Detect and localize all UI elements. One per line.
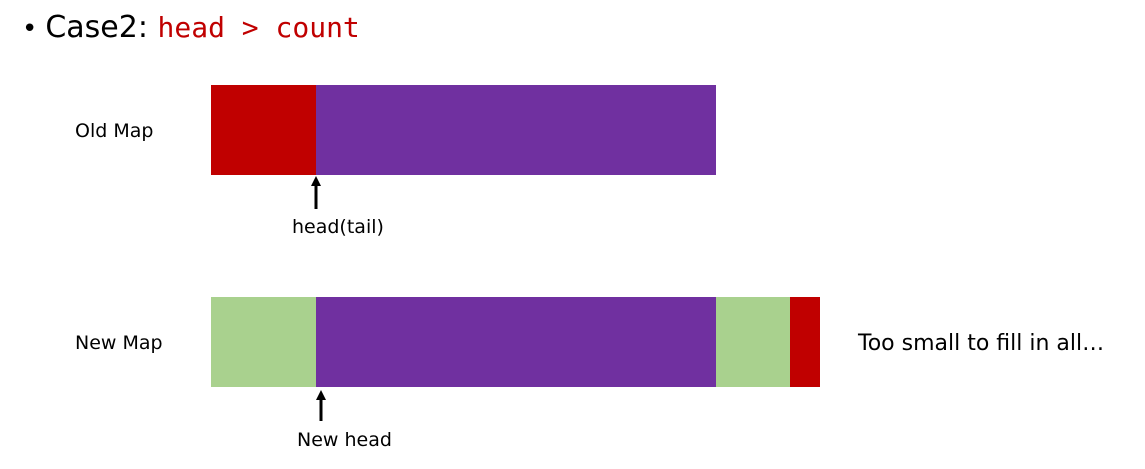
old-map-label: Old Map: [75, 120, 154, 142]
slide-heading: • Case2: head > count: [22, 8, 360, 49]
old-map-purple-segment: [316, 85, 716, 175]
old-map-red-segment: [211, 85, 316, 175]
new-map-red-segment: [790, 297, 820, 387]
up-arrow-icon: [316, 390, 326, 421]
new-map-pointer-label: New head: [297, 429, 392, 451]
heading-code: head > count: [157, 11, 360, 44]
overflow-note: Too small to fill in all…: [858, 331, 1105, 356]
old-map-pointer-label: head(tail): [292, 216, 384, 238]
heading-prefix: Case2:: [45, 10, 158, 45]
new-map-green-segment-right: [716, 297, 790, 387]
bullet-point: •: [22, 14, 38, 44]
new-map-purple-segment: [316, 297, 716, 387]
up-arrow-icon: [311, 176, 321, 209]
new-map-green-segment-left: [211, 297, 316, 387]
new-map-label: New Map: [75, 332, 163, 354]
